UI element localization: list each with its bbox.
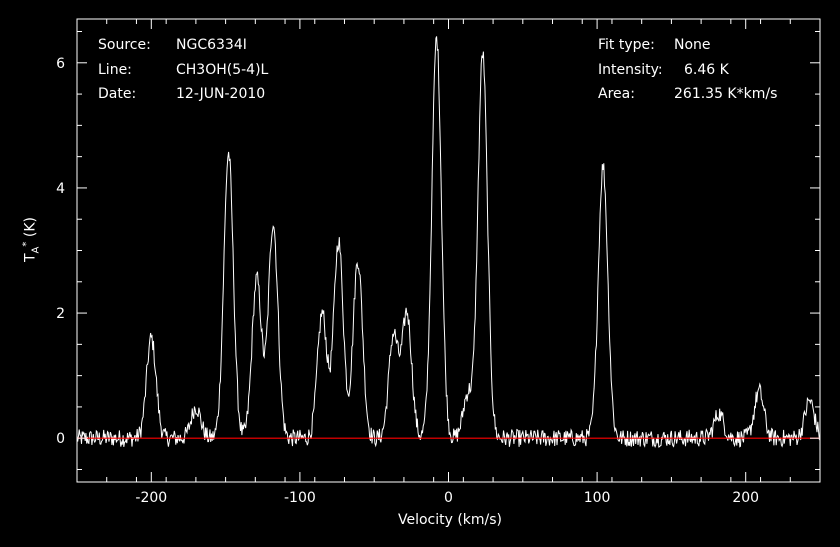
- line-label: Line:: [98, 62, 132, 78]
- area-value: 261.35 K*km/s: [674, 86, 778, 102]
- x-tick-label: -200: [135, 490, 167, 506]
- date-label: Date:: [98, 86, 137, 102]
- y-tick-label: 0: [56, 431, 65, 447]
- x-tick-label: 0: [444, 490, 453, 506]
- y-axis-label-sup: *: [21, 241, 32, 247]
- y-axis-label-sub: A: [30, 246, 42, 254]
- intensity-value: 6.46 K: [684, 62, 729, 78]
- y-axis-label-main: T: [22, 253, 39, 262]
- spectrum-line: [76, 36, 821, 448]
- intensity-label: Intensity:: [598, 62, 663, 78]
- fit-type-value: None: [674, 37, 711, 53]
- y-tick-label: 4: [56, 181, 65, 197]
- source-label: Source:: [98, 37, 151, 53]
- x-axis-label: Velocity (km/s): [397, 512, 503, 528]
- y-tick-label: 6: [56, 56, 65, 72]
- y-axis-label-unit: (K): [22, 217, 39, 238]
- source-value: NGC6334I: [176, 37, 247, 53]
- area-label: Area:: [598, 86, 635, 102]
- y-axis-label: TA* (K): [21, 217, 41, 262]
- fit-type-label: Fit type:: [598, 37, 655, 53]
- y-tick-label: 2: [56, 306, 65, 322]
- x-tick-label: 200: [732, 490, 759, 506]
- line-value: CH3OH(5-4)L: [176, 62, 269, 78]
- x-tick-label: 100: [584, 490, 611, 506]
- date-value: 12-JUN-2010: [176, 86, 266, 102]
- x-tick-label: -100: [284, 490, 316, 506]
